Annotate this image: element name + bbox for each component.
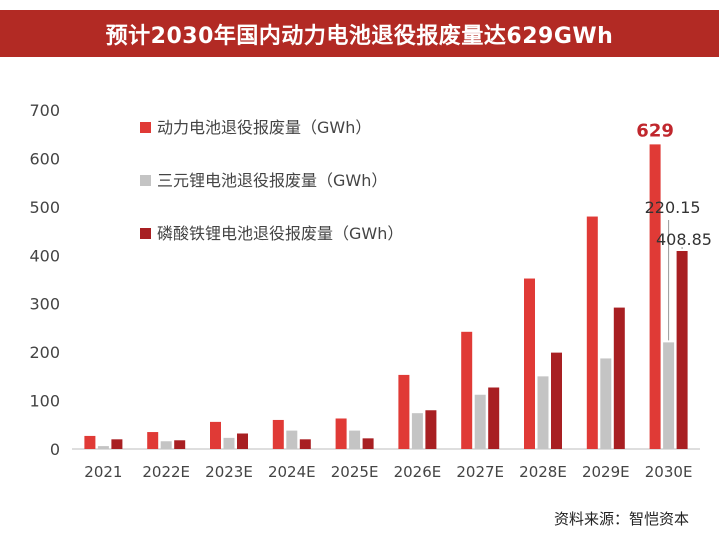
x-tick-label: 2025E — [331, 463, 379, 481]
bar-lfp-2021 — [111, 439, 123, 449]
legend-swatch — [140, 175, 151, 186]
legend-label: 磷酸铁锂电池退役报废量（GWh） — [157, 224, 403, 243]
legend-label: 三元锂电池退役报废量（GWh） — [157, 171, 387, 190]
bar-ternary-2023E — [223, 437, 235, 449]
bar-total-2030E — [649, 144, 661, 450]
bar-total-2024E — [272, 419, 284, 449]
bar-total-2025E — [335, 418, 347, 449]
bar-ternary-2027E — [474, 394, 486, 449]
y-tick-label: 500 — [29, 198, 60, 217]
y-tick-label: 100 — [29, 392, 60, 411]
legend-swatch — [140, 122, 151, 133]
bar-ternary-2026E — [411, 413, 423, 449]
bar-lfp-2026E — [425, 410, 437, 449]
x-tick-label: 2029E — [582, 463, 630, 481]
title-banner: 预计2030年国内动力电池退役报废量达629GWh — [0, 10, 719, 57]
bar-ternary-2024E — [286, 430, 298, 449]
y-tick-label: 700 — [29, 101, 60, 120]
chart-title: 预计2030年国内动力电池退役报废量达629GWh — [105, 23, 614, 49]
bar-ternary-2025E — [349, 430, 361, 449]
bar-lfp-2027E — [488, 387, 500, 449]
bar-ternary-2028E — [537, 376, 549, 449]
bar-ternary-2030E — [663, 342, 675, 449]
x-tick-label: 2023E — [205, 463, 253, 481]
x-tick-label: 2030E — [645, 463, 693, 481]
x-tick-label: 2021 — [84, 463, 122, 481]
bar-total-2023E — [210, 421, 221, 449]
bar-lfp-2028E — [551, 352, 562, 449]
bar-total-2021 — [84, 435, 96, 449]
y-tick-label: 300 — [29, 295, 60, 314]
legend-swatch — [140, 228, 151, 239]
bar-ternary-2022E — [160, 441, 172, 449]
bar-lfp-2029E — [613, 307, 625, 449]
x-tick-label: 2024E — [268, 463, 316, 481]
bar-lfp-2022E — [174, 440, 186, 449]
y-tick-label: 200 — [29, 343, 60, 362]
bar-total-2022E — [147, 432, 159, 449]
source-note: 资料来源：智恺资本 — [553, 510, 689, 528]
data-label-total-2030: 629 — [636, 120, 674, 141]
x-tick-label: 2026E — [394, 463, 442, 481]
data-label-lfp-2030: 408.85 — [656, 230, 712, 249]
bar-total-2028E — [524, 278, 535, 449]
data-label-ternary-2030: 220.15 — [645, 198, 701, 217]
bar-total-2026E — [398, 374, 410, 449]
bar-lfp-2025E — [362, 438, 374, 449]
bar-total-2029E — [586, 216, 598, 449]
bar-ternary-2021 — [97, 446, 109, 449]
y-tick-label: 600 — [29, 149, 60, 168]
bar-lfp-2023E — [237, 433, 248, 449]
y-tick-label: 400 — [29, 246, 60, 265]
x-tick-label: 2022E — [142, 463, 190, 481]
bar-total-2027E — [461, 331, 473, 449]
bar-lfp-2030E — [676, 250, 688, 449]
x-tick-label: 2027E — [456, 463, 504, 481]
y-tick-label: 0 — [50, 440, 60, 459]
bar-lfp-2024E — [299, 439, 311, 449]
legend-label: 动力电池退役报废量（GWh） — [157, 118, 371, 137]
bar-ternary-2029E — [600, 358, 612, 449]
x-tick-label: 2028E — [519, 463, 567, 481]
